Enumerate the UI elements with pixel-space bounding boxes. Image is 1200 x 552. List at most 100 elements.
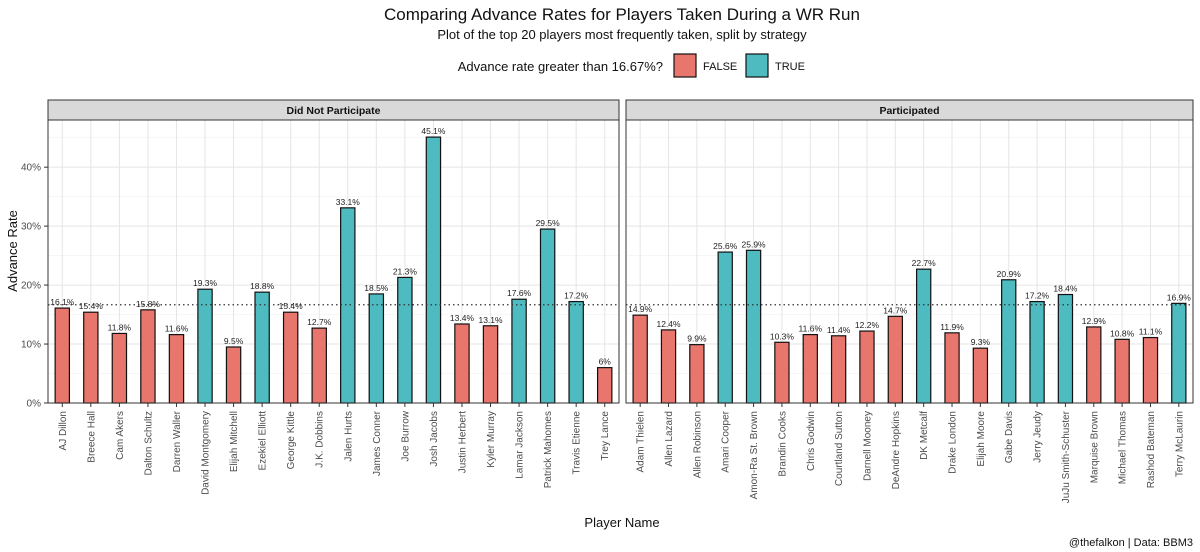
bar-value-label: 9.5% [224,336,244,346]
facet-strip-label: Did Not Participate [287,105,381,117]
legend-title: Advance rate greater than 16.67%? [458,59,663,74]
bar-value-label: 11.6% [799,324,823,334]
bar-value-label: 6% [599,357,612,367]
bar [454,323,470,404]
bar [368,293,385,404]
x-tick-label: Darnell Mooney [862,411,873,481]
bar [1001,279,1017,404]
bar-value-label: 18.4% [1053,284,1078,294]
bar-value-label: 22.7% [912,258,937,268]
bar [425,136,442,404]
bar [197,288,213,404]
bar [1114,338,1130,404]
bar-value-label: 12.9% [1082,316,1107,326]
bar-value-label: 9.9% [687,334,707,344]
legend-label-true: TRUE [775,61,805,73]
bar-value-label: 11.8% [108,322,132,332]
bar [915,268,932,404]
facet-participated: Participated 14.9%12.4% 9.9% 25.6% 25.9% 10.3… [625,99,1194,503]
bar [254,291,270,404]
bar [859,330,875,404]
bar [168,334,185,404]
y-tick-label: 0% [27,399,42,410]
x-tick-label: Breece Hall [86,411,97,463]
x-tick-label: James Conner [372,410,383,476]
bar-value-label: 25.9% [742,239,767,249]
x-tick-label: JuJu Smith-Schuster [1061,410,1072,503]
bar-value-label: 18.8% [250,281,275,291]
x-tick-label: Travis Etienne [572,411,583,475]
x-tick-label: Drake London [948,411,959,474]
panel-background [625,119,1194,404]
bar-value-label: 15.4% [279,301,304,311]
bar-value-label: 29.5% [536,218,561,228]
bar-value-label: 16.9% [1167,292,1192,302]
legend-swatch-true [745,53,769,78]
x-tick-label: Elijah Mitchell [229,411,240,472]
x-tick-label: Elijah Moore [976,411,987,467]
bar-value-label: 12.2% [855,320,880,330]
bar-value-label: 14.9% [628,304,653,314]
x-tick-label: Chris Godwin [806,411,817,471]
y-tick-label: 20% [21,281,41,292]
bar [83,311,99,404]
bar-value-label: 12.7% [307,317,332,327]
bar [745,249,762,404]
x-tick-label: Jerry Jeudy [1033,411,1044,463]
bar [111,332,128,404]
bar-value-label: 25.6% [713,241,738,251]
y-axis: 0% 10% 20% 30% 40% [21,163,48,410]
bar-value-label: 20.9% [997,269,1022,279]
facet-did-not-participate: Did Not Participate 16.1% 15.4% 11.8% 15.8% 1… [47,99,620,495]
x-tick-label: Josh Jacobs [429,411,440,467]
bar [140,309,156,404]
bar [54,307,71,404]
bar-value-label: 18.5% [364,283,389,293]
bar [972,347,989,404]
x-tick-label: Ezekiel Elliott [258,411,269,471]
bar [340,207,356,404]
x-axis-title: Player Name [584,515,659,530]
x-tick-label: Cam Akers [115,411,126,460]
caption: @thefalkon | Data: BBM3 [1069,537,1193,549]
bar [632,314,648,404]
x-tick-label: Trey Lance [600,411,611,461]
panel-border [47,119,620,404]
x-tick-label: Adam Thielen [636,411,647,473]
x-tick-label: Justin Herbert [457,411,468,473]
x-tick-label: Rashod Bateman [1146,411,1157,488]
x-tick-label: Courtland Sutton [834,411,845,486]
x-tick-label: Amon-Ra St. Brown [749,411,760,499]
y-tick-label: 30% [21,222,41,233]
bar [397,276,413,404]
facet-strip-label: Participated [879,105,939,117]
bar [1057,293,1074,404]
bar [689,344,705,404]
bar-value-label: 11.1% [1139,327,1163,337]
x-tick-label: George Kittle [286,411,297,470]
panel-border [625,119,1194,404]
x-tick-label: DeAndre Hopkins [891,411,902,489]
bar-value-label: 16.1% [50,297,75,307]
y-axis-title: Advance Rate [5,210,20,292]
bar-value-label: 19.3% [193,278,218,288]
facets: Did Not Participate 16.1% 15.4% 11.8% 15.8% 1… [47,99,1194,503]
x-tick-label: Dalton Schultz [143,411,154,475]
legend: Advance rate greater than 16.67%? FALSE … [458,53,805,78]
bar-value-label: 13.1% [478,315,503,325]
bar-value-label: 13.4% [450,313,475,323]
bar [596,367,613,404]
x-tick-label: Jalen Hurts [343,411,354,462]
bar-value-label: 17.2% [1025,291,1050,301]
bar [1029,300,1045,404]
x-tick-label: J.K. Dobbins [315,411,326,468]
chart-title: Comparing Advance Rates for Players Take… [384,5,860,24]
bar-value-label: 11.4% [827,325,851,335]
x-tick-label: Michael Thomas [1118,411,1129,484]
bar [568,300,584,404]
bar [482,325,499,404]
x-tick-label: Amari Cooper [721,410,732,472]
x-tick-label: Allen Lazard [664,411,675,467]
bar [717,251,733,404]
bar-value-label: 10.3% [770,331,795,341]
